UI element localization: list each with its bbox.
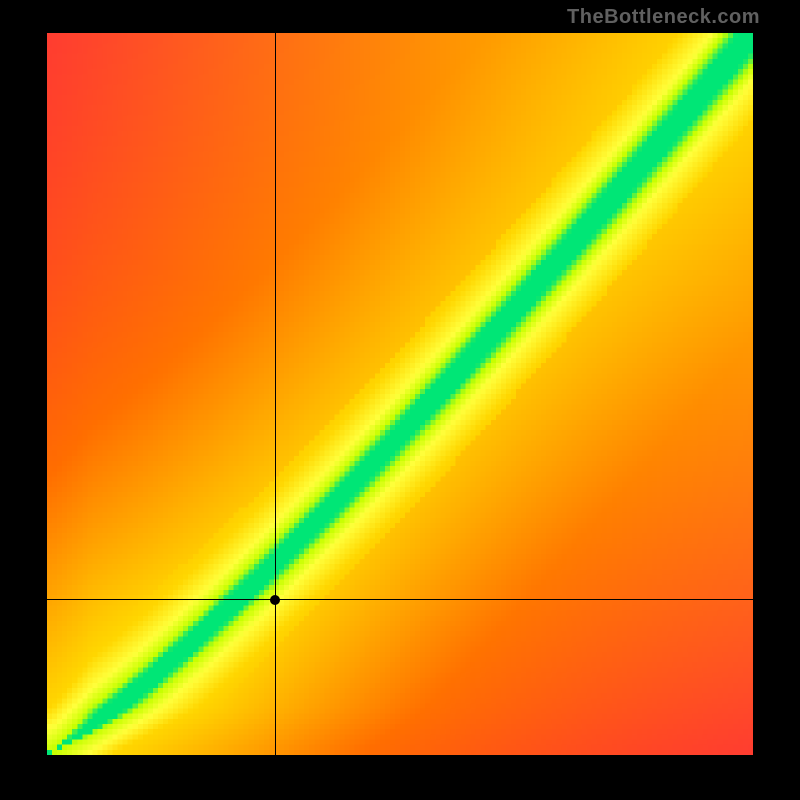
crosshair-vertical bbox=[275, 33, 276, 755]
heatmap-canvas bbox=[47, 33, 753, 755]
watermark-text: TheBottleneck.com bbox=[567, 6, 760, 29]
crosshair-horizontal bbox=[47, 599, 753, 600]
marker-dot bbox=[270, 595, 280, 605]
plot-area bbox=[47, 33, 753, 755]
figure-root: TheBottleneck.com bbox=[0, 0, 800, 800]
